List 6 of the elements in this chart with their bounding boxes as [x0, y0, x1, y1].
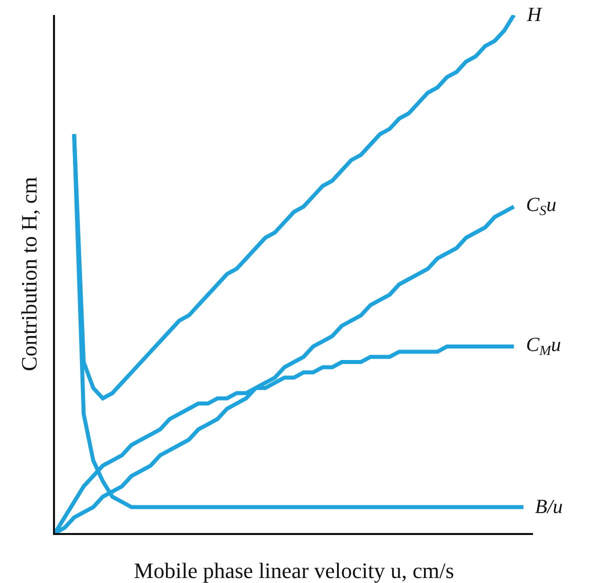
x-axis-title: Mobile phase linear velocity u, cm/s [134, 558, 454, 583]
y-axis-title: Contribution to H, cm [16, 176, 42, 372]
series-label: C$_{S}$u [526, 194, 556, 220]
series-label: H [526, 4, 543, 26]
series-label: B/u [535, 496, 563, 518]
series-label: C$_{M}$u [526, 334, 562, 360]
